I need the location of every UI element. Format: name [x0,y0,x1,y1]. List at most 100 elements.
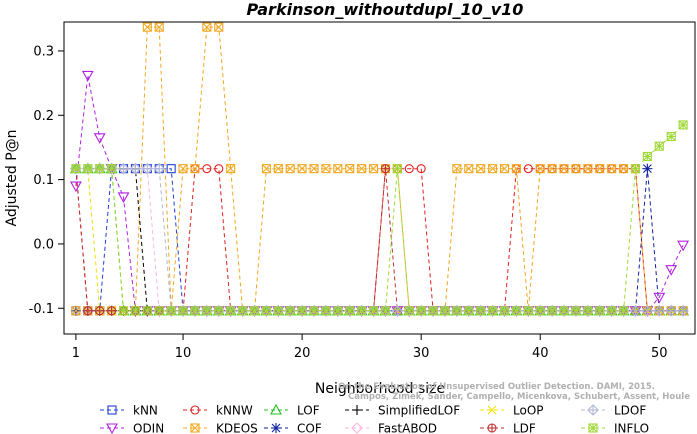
data-point-ldof [391,305,404,317]
data-point-inflo [619,306,629,316]
legend-label-inflo: INFLO [614,422,649,434]
legend-marker-ldof [587,404,599,416]
data-point-kdeos [535,164,545,174]
data-point-inflo [238,306,248,316]
x-axis: 1 10 20 30 40 50 [72,333,668,361]
legend-item-ldof: LDOF [581,404,646,418]
data-point-ldf [83,306,93,316]
data-point-kdeos [571,164,581,174]
data-point-inflo [535,306,545,316]
legend-label-ldf: LDF [513,422,536,434]
data-point-inflo [178,306,188,316]
data-point-kdeos [154,22,164,32]
legend-item-lof: LOF [264,404,320,418]
data-point-kdeos [607,164,617,174]
data-point-ldof [641,305,654,317]
data-point-kdeos [226,164,236,174]
legend-item-simplifiedlof: SimplifiedLOF [345,404,460,418]
legend-item-cof: COF [264,422,322,434]
data-point-kdeos [285,164,295,174]
y-axis: -0.1 0.0 0.1 0.2 0.3 [29,44,65,317]
data-point-kdeos [190,164,200,174]
data-point-knn [166,164,176,174]
data-point-kdeos [261,164,271,174]
data-point-inflo [607,306,617,316]
data-point-ldf [380,164,391,174]
legend-label-odin: ODIN [133,422,164,434]
data-point-knnw [404,164,414,174]
data-point-kdeos [345,164,355,174]
data-point-ldof [665,305,677,317]
data-point-kdeos [547,164,557,174]
y-tick-label: 0.3 [33,44,54,59]
data-point-inflo [142,306,152,316]
data-point-inflo [107,164,117,174]
data-point-inflo [595,306,605,316]
legend-marker-lof [270,403,282,415]
data-point-inflo [95,164,105,174]
legend-item-knnw: kNNW [183,404,253,418]
data-point-inflo [249,306,260,316]
data-point-cof [642,163,653,174]
y-tick-label: 0.2 [33,109,54,124]
data-point-inflo [642,151,652,161]
data-point-odin [81,70,94,82]
legend-label-knnw: kNNW [216,404,253,418]
data-point-inflo [368,306,379,316]
data-point-ldof [129,162,142,175]
x-tick-label: 50 [651,346,668,361]
data-point-kdeos [559,164,569,174]
data-point-ldf [95,306,105,316]
data-point-kdeos [71,306,81,316]
data-point-inflo [416,306,426,316]
legend-item-knn: kNN [100,404,158,418]
y-tick-label: -0.1 [29,302,54,317]
data-point-knnw [416,164,426,174]
data-point-inflo [511,306,521,316]
data-point-kdeos [464,164,474,174]
data-point-inflo [464,306,474,316]
legend-label-simplifiedlof: SimplifiedLOF [378,404,460,418]
data-point-kdeos [488,164,498,174]
data-point-inflo [583,306,593,316]
data-point-odin [93,133,106,144]
data-point-inflo [261,306,271,316]
plot-markers [69,22,690,317]
legend-item-fastabod: FastABOD [345,422,437,434]
legend-marker-cof [271,423,281,433]
data-point-kdeos [309,164,319,174]
data-point-inflo [190,306,200,316]
series-line-kdeos [75,26,684,312]
data-point-inflo [547,306,557,316]
data-point-inflo [654,141,664,151]
data-point-knnw [523,164,533,174]
data-point-inflo [476,306,486,316]
data-point-kdeos [499,164,510,174]
data-point-inflo [571,306,581,316]
legend-label-fastabod: FastABOD [378,422,437,434]
legend-label-kdeos: KDEOS [216,422,258,434]
legend: kNN kNNW LOF SimplifiedLOF LoOP LDOF ODIN KDEOS… [100,404,649,434]
data-point-inflo [345,306,355,316]
x-tick-label: 40 [532,346,549,361]
data-point-odin [69,181,82,193]
data-point-odin [677,240,690,252]
legend-item-ldf: LDF [480,422,536,434]
data-point-inflo [285,306,295,316]
data-point-inflo [166,306,176,316]
data-point-ldof [117,162,130,175]
legend-label-knn: kNN [133,404,158,418]
x-tick-label: 20 [294,346,311,361]
legend-marker-kdeos [190,423,200,433]
data-point-inflo [523,306,533,316]
data-point-inflo [333,306,343,316]
legend-marker-loop [487,405,497,415]
legend-marker-knnw [190,405,200,415]
series-line-ldf [75,168,684,312]
legend-marker-odin [106,423,118,434]
data-point-ldof [141,162,154,175]
data-point-odin [665,265,678,276]
y-tick-label: 0.1 [33,173,54,188]
x-axis-label: Neighborhood size [315,381,445,397]
